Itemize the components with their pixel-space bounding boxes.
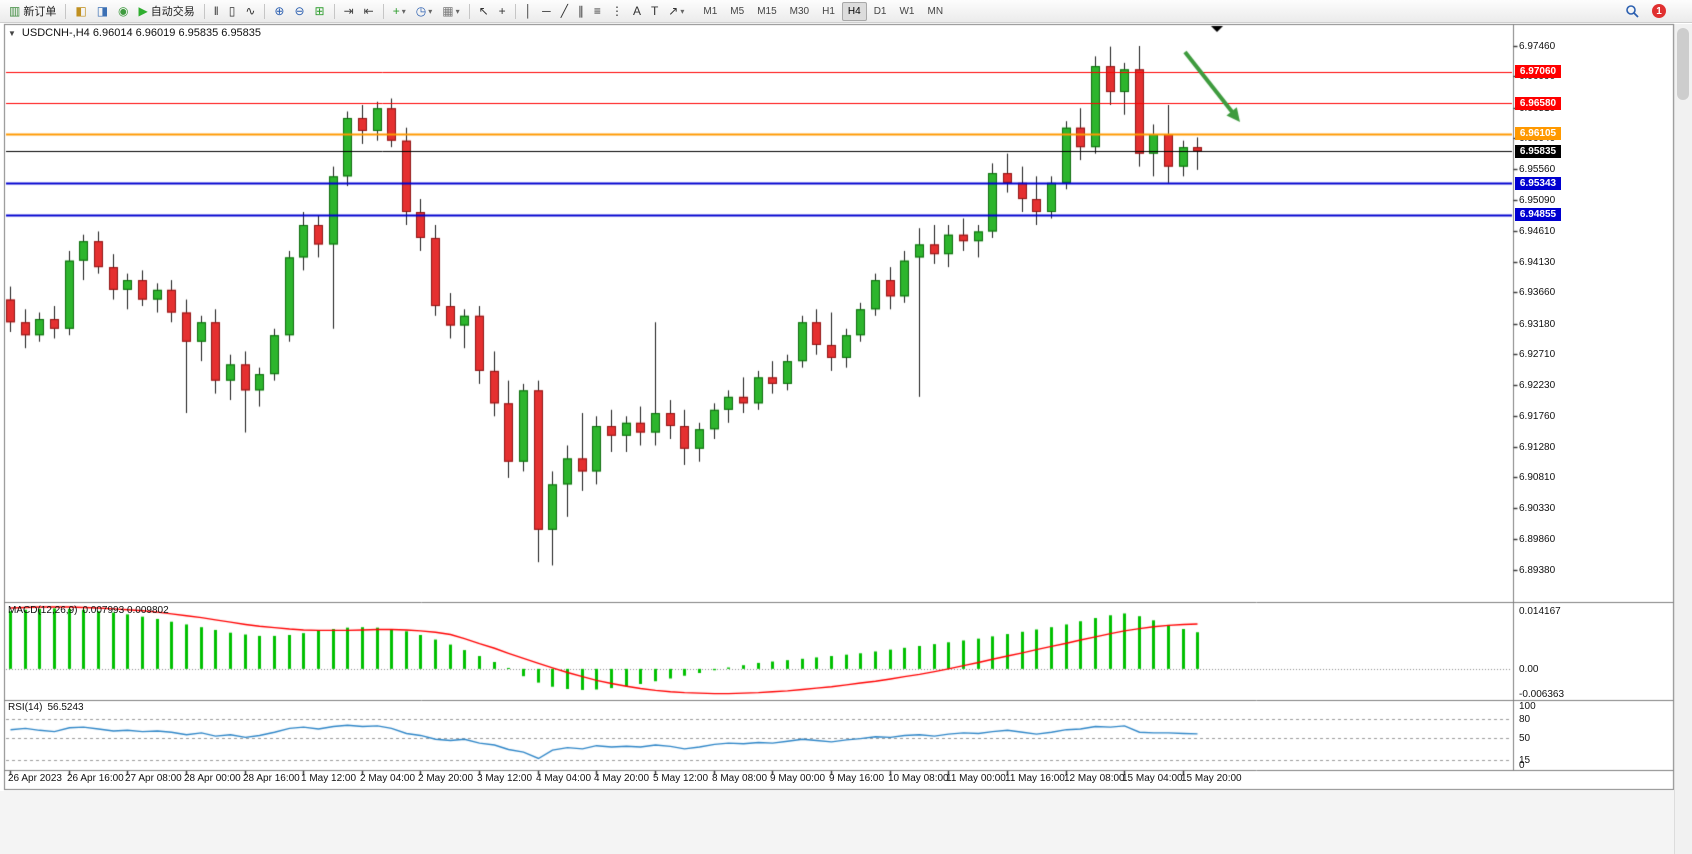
- timeframe-button-m15[interactable]: M15: [757, 5, 777, 17]
- search-button[interactable]: [1621, 1, 1643, 22]
- autotrade-button-label: 自动交易: [150, 6, 195, 18]
- autotrade-button[interactable]: ▶ 自动交易: [135, 1, 199, 22]
- timeframe-button-m5[interactable]: M5: [730, 5, 745, 17]
- chevron-down-icon: ▾: [401, 6, 406, 16]
- toolbar-separator: [65, 3, 67, 19]
- new-order-button[interactable]: ▥ 新订单: [5, 1, 60, 22]
- one-click-trading-toggle-icon[interactable]: ▼: [8, 28, 16, 38]
- zoom-in-button[interactable]: ⊕: [270, 1, 288, 22]
- tile-windows-icon: ⊞: [314, 4, 325, 18]
- workspace-bottom-strip: [0, 791, 1675, 854]
- toolbar-button-group: ▥ 新订单 ◧ ◨ ◉ ▶ 自动交易 ‖ ▯ ∿ ⊕ ⊖ ⊞ ⇥ ⇤ + ▾ ◷ ▾ ▦ ▾ ↖ + │ ─ ╱ ∥ ≡ ⋮ A T ↗ ▾: [4, 1, 689, 22]
- toolbar-separator: [382, 3, 384, 19]
- bar-chart-type-button[interactable]: ‖: [210, 1, 223, 22]
- tile-windows-button[interactable]: ⊞: [311, 1, 329, 22]
- macd-values: 0.007993 0.009802: [82, 605, 169, 616]
- market-watch-icon: ◨: [96, 4, 109, 18]
- profile-icon: ◧: [75, 4, 87, 18]
- chart-shift-button[interactable]: ⇤: [360, 1, 378, 22]
- vertical-line-icon: │: [524, 4, 533, 18]
- timeframe-button-m1[interactable]: M1: [703, 5, 718, 17]
- candle-chart-type-button[interactable]: ▯: [225, 1, 240, 22]
- timeframe-button-d1[interactable]: D1: [873, 5, 887, 17]
- auto-scroll-button[interactable]: ⇥: [340, 1, 358, 22]
- timeframe-button-h4[interactable]: H4: [841, 1, 867, 21]
- zoom-out-button[interactable]: ⊖: [290, 1, 308, 22]
- chevron-down-icon: ▾: [680, 6, 685, 16]
- timeframe-button-m30[interactable]: M30: [789, 5, 810, 17]
- crosshair-button[interactable]: +: [495, 1, 510, 22]
- zoom-out-icon: ⊖: [294, 4, 305, 18]
- arrow-tool-icon: ↗: [668, 4, 679, 18]
- rsi-label: RSI(14) 56.5243: [8, 702, 84, 713]
- navigator-icon: ◉: [118, 4, 129, 18]
- channel-button[interactable]: ∥: [574, 1, 588, 22]
- chevron-down-icon: ▾: [428, 6, 433, 16]
- charts-profile-button[interactable]: ◧: [71, 1, 90, 22]
- toolbar-separator: [333, 3, 335, 19]
- navigator-button[interactable]: ◉: [114, 1, 132, 22]
- line-chart-type-button[interactable]: ∿: [241, 1, 259, 22]
- new-order-button-label: 新订单: [23, 6, 57, 18]
- macd-label: MACD(12,26,9) 0.007993 0.009802: [8, 605, 169, 616]
- search-icon: [1626, 5, 1639, 18]
- new-order-icon: ▥: [9, 4, 21, 18]
- trendline-button[interactable]: ╱: [557, 1, 572, 22]
- chevron-down-icon: ▾: [455, 6, 460, 16]
- notification-badge[interactable]: 1: [1652, 4, 1666, 18]
- periods-button[interactable]: ◷ ▾: [412, 1, 437, 22]
- bar-chart-icon: ‖: [213, 4, 219, 18]
- indicators-plus-icon: +: [392, 4, 400, 18]
- channel-icon: ∥: [577, 4, 584, 18]
- vertical-line-button[interactable]: │: [521, 1, 537, 22]
- text-button[interactable]: A: [629, 1, 645, 22]
- toolbar-separator: [468, 3, 470, 19]
- chart-title-text: USDCNH-,H4 6.96014 6.96019 6.95835 6.958…: [21, 27, 262, 39]
- fibonacci-icon: ≡: [593, 4, 601, 18]
- trendline-icon: ╱: [560, 4, 568, 18]
- horizontal-line-button[interactable]: ─: [538, 1, 555, 22]
- timeframe-button-mn[interactable]: MN: [927, 5, 944, 17]
- indicators-button[interactable]: + ▾: [389, 1, 410, 22]
- templates-button[interactable]: ▦ ▾: [438, 1, 463, 22]
- vertical-scrollbar[interactable]: [1674, 24, 1692, 854]
- fibonacci-button[interactable]: ≡: [590, 1, 605, 22]
- timeframe-button-h1[interactable]: H1: [822, 5, 835, 17]
- toolbar: ▥ 新订单 ◧ ◨ ◉ ▶ 自动交易 ‖ ▯ ∿ ⊕ ⊖ ⊞ ⇥ ⇤ + ▾ ◷ ▾ ▦ ▾ ↖ + │ ─ ╱ ∥ ≡ ⋮ A T ↗ ▾ M…: [0, 0, 1692, 23]
- macd-name: MACD(12,26,9): [8, 605, 78, 616]
- cycle-lines-button[interactable]: ⋮: [607, 1, 627, 22]
- chart-title: ▼ USDCNH-,H4 6.96014 6.96019 6.95835 6.9…: [8, 27, 261, 39]
- toolbar-separator: [264, 3, 266, 19]
- zoom-in-icon: ⊕: [274, 4, 285, 18]
- toolbar-separator: [514, 3, 516, 19]
- auto-scroll-icon: ⇥: [343, 4, 354, 18]
- horizontal-line-icon: ─: [542, 4, 551, 18]
- cycle-lines-icon: ⋮: [610, 4, 623, 18]
- cursor-button[interactable]: ↖: [475, 1, 493, 22]
- rsi-value: 56.5243: [47, 702, 84, 713]
- chart-shift-icon: ⇤: [363, 4, 374, 18]
- crosshair-icon: +: [498, 4, 506, 18]
- text-icon: A: [632, 4, 641, 18]
- text-label-icon: T: [650, 4, 659, 18]
- text-label-button[interactable]: T: [647, 1, 662, 22]
- arrows-button[interactable]: ↗ ▾: [664, 1, 688, 22]
- timeframe-button-w1[interactable]: W1: [899, 5, 915, 17]
- candlestick-chart-icon: ▯: [228, 4, 236, 18]
- clock-icon: ◷: [415, 4, 427, 18]
- timeframe-group: M1 M5 M15 M30 H1 H4 D1 W1 MN: [697, 1, 949, 21]
- toolbar-right-group: 1: [1620, 1, 1666, 22]
- templates-icon: ▦: [442, 4, 454, 18]
- toolbar-separator: [203, 3, 205, 19]
- rsi-name: RSI(14): [8, 702, 43, 713]
- cursor-icon: ↖: [478, 4, 489, 18]
- line-chart-icon: ∿: [245, 4, 256, 18]
- market-watch-button[interactable]: ◨: [93, 1, 112, 22]
- scrollbar-thumb[interactable]: [1677, 28, 1689, 100]
- autotrade-play-icon: ▶: [138, 4, 148, 18]
